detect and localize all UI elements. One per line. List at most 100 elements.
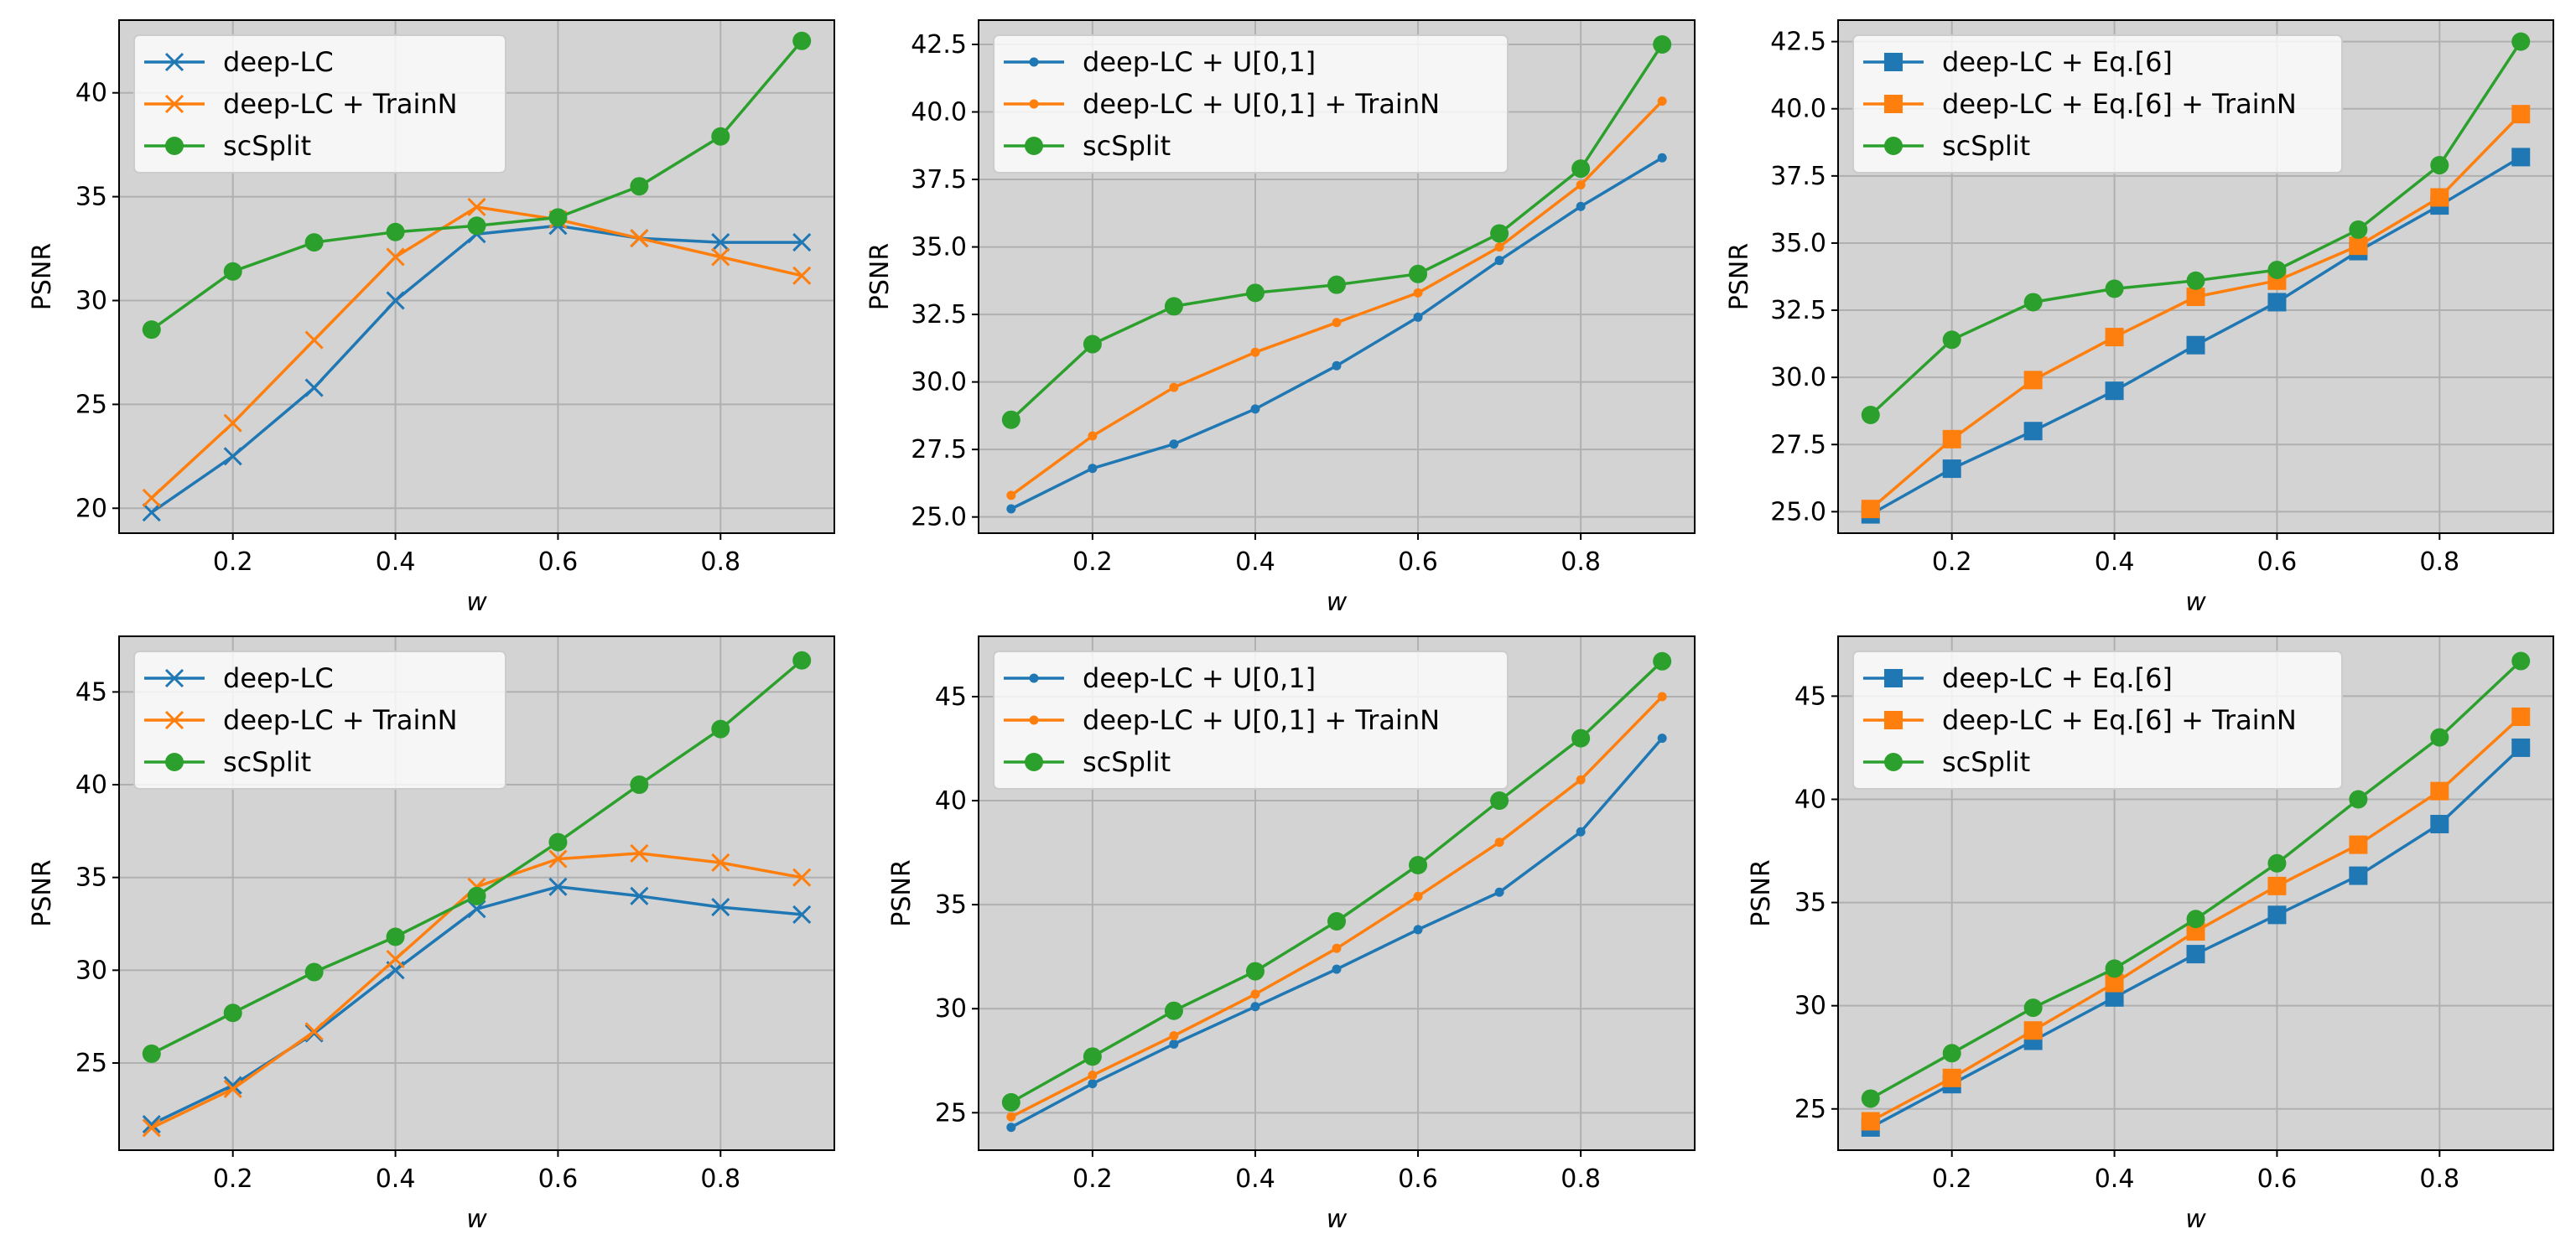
x-tick-label: 0.4 <box>1235 547 1275 577</box>
data-point <box>1164 297 1183 316</box>
data-point <box>1006 1112 1016 1122</box>
x-axis-label: w <box>466 588 487 617</box>
legend-marker <box>1884 137 1903 155</box>
legend-entry: deep-LC <box>144 662 334 694</box>
y-tick-label: 30 <box>75 286 107 315</box>
data-point <box>1653 651 1672 671</box>
data-point <box>142 1118 161 1138</box>
y-tick-label: 25 <box>1794 1095 1826 1124</box>
legend-marker <box>164 94 184 114</box>
chart-panel-4: 0.2 0.4 0.6 0.82530354045wPSNRdeep-LCdeep-L… <box>28 635 835 1234</box>
legend-marker <box>1029 57 1039 67</box>
x-tick-label: 0.6 <box>538 547 579 577</box>
y-tick-label: 30 <box>75 956 107 985</box>
data-point <box>304 330 324 350</box>
data-point <box>1942 330 1961 350</box>
data-point <box>1169 439 1179 449</box>
y-tick-label: 35.0 <box>911 233 967 262</box>
x-tick-label: 0.4 <box>376 1164 416 1194</box>
data-point <box>1327 912 1346 931</box>
y-tick-label: 45 <box>935 682 967 712</box>
axes-frame <box>118 19 835 534</box>
data-point <box>1861 1112 1880 1131</box>
data-point <box>386 291 405 310</box>
data-point <box>1657 692 1667 702</box>
data-point <box>2349 236 2368 256</box>
legend-label: deep-LC + TrainN <box>223 88 458 120</box>
data-point <box>1250 1002 1260 1012</box>
legend: deep-LC + Eq.[6] deep-LC + Eq.[6] + Train… <box>1852 651 2343 790</box>
data-point <box>1861 500 1880 519</box>
y-tick-label: 45 <box>75 677 107 707</box>
x-axis-label: w <box>2185 1205 2206 1234</box>
data-point <box>2267 853 2287 873</box>
legend-label: scSplit <box>1083 746 1171 778</box>
data-point <box>1250 989 1260 999</box>
legend-entry: deep-LC + TrainN <box>144 704 458 736</box>
axes-frame <box>118 635 835 1151</box>
y-tick-label: 35.0 <box>1770 229 1826 258</box>
data-point <box>304 1022 324 1041</box>
legend-label: deep-LC + Eq.[6] + TrainN <box>1942 704 2297 736</box>
chart-panel-3: 0.2 0.4 0.6 0.8 25.0 27.5 30.0 32.5 35.0 37.5 40.0… <box>1725 19 2554 617</box>
data-point <box>1657 734 1667 744</box>
y-tick-label: 40.0 <box>911 98 967 127</box>
legend-box <box>1852 651 2343 790</box>
data-point <box>1327 275 1346 294</box>
legend-entry: deep-LC + U[0,1] + TrainN <box>1004 88 1440 120</box>
data-point <box>711 127 730 146</box>
data-point <box>2105 988 2124 1007</box>
x-axis-label: w <box>1327 1205 1348 1234</box>
data-point <box>1088 431 1098 441</box>
data-point <box>548 832 568 852</box>
axes-frame <box>1837 19 2554 534</box>
data-point <box>2430 815 2449 834</box>
data-point <box>2430 188 2449 207</box>
series-2 <box>142 197 812 507</box>
y-tick-label: 37.5 <box>1770 162 1826 191</box>
data-point <box>2511 651 2531 671</box>
series-2 <box>1861 708 2531 1131</box>
data-point <box>711 853 730 873</box>
data-point <box>1494 887 1504 897</box>
series-3 <box>142 651 812 1063</box>
y-tick-label: 25.0 <box>911 503 967 532</box>
data-point <box>1942 1068 1961 1087</box>
y-tick-label: 40 <box>75 79 107 108</box>
x-tick-label: 0.6 <box>2257 1164 2298 1194</box>
data-point <box>223 447 242 466</box>
legend-label: deep-LC + U[0,1] + TrainN <box>1083 88 1440 120</box>
data-point <box>142 503 161 522</box>
data-point <box>2511 738 2531 757</box>
y-tick-label: 35 <box>1794 889 1826 918</box>
legend-box <box>133 34 506 174</box>
data-point <box>1006 504 1016 514</box>
legend-marker <box>1884 53 1903 71</box>
data-point <box>2186 945 2205 964</box>
data-point <box>792 905 812 925</box>
data-point <box>1332 964 1342 974</box>
x-tick-label: 0.8 <box>700 547 740 577</box>
y-tick-label: 30 <box>1794 992 1826 1021</box>
legend-marker <box>165 137 184 155</box>
data-point <box>630 886 649 905</box>
data-point <box>1571 729 1591 748</box>
y-tick-label: 25 <box>75 390 107 419</box>
data-point <box>142 1044 161 1063</box>
data-point <box>1332 943 1342 953</box>
series-3 <box>1861 32 2531 425</box>
legend-entry: scSplit <box>1863 130 2030 162</box>
y-tick-label: 25 <box>75 1049 107 1078</box>
data-point <box>1494 837 1504 848</box>
data-point <box>1332 360 1342 371</box>
data-point <box>1942 459 1961 479</box>
chart-panel-5: 0.2 0.4 0.6 0.8 25 30 35 40 45 w PSNR deep-LC + U[0… <box>887 635 1696 1234</box>
data-point <box>1250 404 1260 414</box>
data-point <box>2267 260 2287 279</box>
legend-marker <box>1029 673 1039 683</box>
y-tick-label: 32.5 <box>1770 296 1826 325</box>
legend-label: deep-LC <box>223 46 334 78</box>
x-tick-label: 0.4 <box>2095 1164 2135 1194</box>
data-point <box>1332 318 1342 328</box>
data-point <box>2186 910 2205 929</box>
